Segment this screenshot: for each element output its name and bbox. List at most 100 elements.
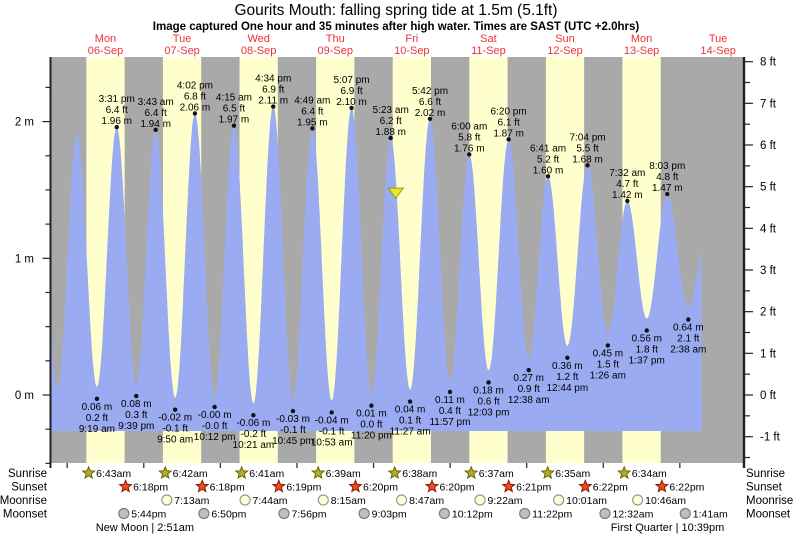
low-tide-annotation: -0.06 m xyxy=(236,418,270,429)
right-axis-label: 6 ft xyxy=(760,140,777,152)
sunset-time: 6:22pm xyxy=(593,482,628,494)
high-tide-annotation: 6.9 ft xyxy=(262,85,284,96)
extreme-dot xyxy=(329,410,334,415)
moonset-circle-icon xyxy=(278,507,290,520)
high-tide-annotation: 1.95 m xyxy=(297,117,328,128)
high-tide-annotation: 6:00 am xyxy=(451,121,487,132)
right-axis-label: -1 ft xyxy=(760,432,781,444)
low-tide-annotation: 11:27 am xyxy=(390,427,431,438)
sunrise-time: 6:37am xyxy=(479,468,514,480)
high-tide-annotation: 8:03 pm xyxy=(649,161,685,172)
low-tide-annotation: 0.0 ft xyxy=(360,420,382,431)
right-axis-label: 8 ft xyxy=(760,57,777,69)
labels-layer: 0.06 m0.2 ft9:19 am3:31 pm6.4 ft1.96 m0.… xyxy=(79,33,736,451)
sunset-time: 6:21pm xyxy=(516,482,551,494)
low-tide-annotation: -0.00 m xyxy=(198,410,232,421)
high-tide-annotation: 5.5 ft xyxy=(576,143,598,154)
low-tide-annotation: 0.4 ft xyxy=(439,406,461,417)
moonset-time: 1:41am xyxy=(693,509,728,521)
extreme-dot xyxy=(231,123,237,128)
low-tide-annotation: 1:37 pm xyxy=(629,355,665,366)
moonrise-time: 8:15am xyxy=(331,495,366,507)
high-tide-annotation: 7:04 pm xyxy=(569,132,605,143)
day-weekday-label: Tue xyxy=(173,33,192,45)
extreme-dot xyxy=(467,152,472,157)
day-date-label: 11-Sep xyxy=(471,45,506,57)
sunset-time: 6:22pm xyxy=(669,482,704,494)
extreme-dot xyxy=(310,126,315,131)
low-tide-annotation: 9:50 am xyxy=(157,435,193,446)
high-tide-annotation: 6.4 ft xyxy=(106,105,128,116)
high-tide-annotation: 2.10 m xyxy=(336,97,367,108)
low-tide-annotation: 0.6 ft xyxy=(477,396,499,407)
extreme-dot xyxy=(585,163,590,168)
sunrise-time: 6:34am xyxy=(632,468,667,480)
day-weekday-label: Fri xyxy=(405,33,418,45)
sunrise-star-icon xyxy=(158,465,173,480)
sunrise-star-icon xyxy=(540,465,555,480)
extreme-dot xyxy=(212,404,217,410)
moonrise-time: 9:22am xyxy=(488,495,523,507)
moonset-circle-icon xyxy=(599,507,611,520)
extreme-dot xyxy=(251,413,256,418)
high-tide-annotation: 6.6 ft xyxy=(419,97,441,108)
low-tide-annotation: 9:19 am xyxy=(79,424,115,435)
high-tide-annotation: 4:02 pm xyxy=(177,80,213,91)
sunrise-star-icon xyxy=(387,465,402,480)
moonrise-circle-icon xyxy=(239,494,251,506)
moonset-time: 6:50pm xyxy=(211,509,246,521)
extreme-dot xyxy=(447,389,453,395)
low-tide-annotation: 0.06 m xyxy=(82,402,113,413)
extreme-dot xyxy=(486,380,491,385)
high-tide-annotation: 2.06 m xyxy=(180,102,211,113)
day-weekday-label: Mon xyxy=(631,33,652,45)
moonset-time: 12:32am xyxy=(612,509,653,521)
tide-curve-layer xyxy=(51,106,702,431)
day-date-label: 06-Sep xyxy=(88,45,123,57)
high-tide-annotation: 5:42 pm xyxy=(412,86,448,97)
extreme-dot xyxy=(172,407,178,412)
high-tide-annotation: 1.68 m xyxy=(572,154,603,165)
extreme-dot xyxy=(271,104,276,109)
extreme-dot xyxy=(686,317,691,322)
sunrise-star-icon xyxy=(234,465,249,480)
day-weekday-label: Wed xyxy=(247,33,269,45)
high-tide-annotation: 1.47 m xyxy=(652,183,683,194)
sunrise-time: 6:35am xyxy=(555,468,590,480)
sunset-star-icon xyxy=(424,478,440,493)
low-tide-annotation: 1:26 am xyxy=(590,370,626,381)
low-tide-annotation: 12:03 pm xyxy=(468,407,510,418)
extreme-dot xyxy=(526,367,531,373)
moonrise-time: 7:13am xyxy=(174,495,209,507)
day-date-label: 13-Sep xyxy=(624,45,659,57)
moonrise-circle-icon xyxy=(395,494,408,506)
low-tide-annotation: 0.45 m xyxy=(593,348,624,359)
low-tide-annotation: 0.1 ft xyxy=(399,416,421,427)
low-tide-annotation: -0.1 ft xyxy=(162,424,188,435)
sunrise-star-icon xyxy=(616,465,632,480)
left-axis-label: 1 m xyxy=(15,253,34,265)
high-tide-annotation: 3:31 pm xyxy=(99,94,135,105)
low-tide-annotation: 0.64 m xyxy=(673,323,704,334)
low-tide-annotation: 10:45 pm xyxy=(272,436,314,447)
high-tide-annotation: 6:41 am xyxy=(530,143,566,154)
high-tide-annotation: 6:20 pm xyxy=(491,106,527,117)
high-tide-annotation: 7:32 am xyxy=(609,168,645,179)
sunrise-star-icon xyxy=(311,465,326,480)
extreme-dot xyxy=(388,135,393,141)
extreme-dot xyxy=(153,127,158,133)
astro-row-label-right: Moonset xyxy=(746,509,791,521)
low-tide-annotation: 0.04 m xyxy=(395,405,426,416)
high-tide-annotation: 5.8 ft xyxy=(458,132,480,143)
sunset-time: 6:20pm xyxy=(440,482,475,494)
sunset-star-icon xyxy=(195,478,210,493)
high-tide-annotation: 1.88 m xyxy=(375,127,406,138)
sunset-time: 6:18pm xyxy=(210,482,245,494)
day-date-label: 10-Sep xyxy=(394,45,429,57)
high-tide-annotation: 1.42 m xyxy=(612,190,643,201)
low-tide-annotation: 0.01 m xyxy=(356,409,387,420)
high-tide-annotation: 5:07 pm xyxy=(334,75,370,86)
sunset-star-icon xyxy=(118,478,133,493)
